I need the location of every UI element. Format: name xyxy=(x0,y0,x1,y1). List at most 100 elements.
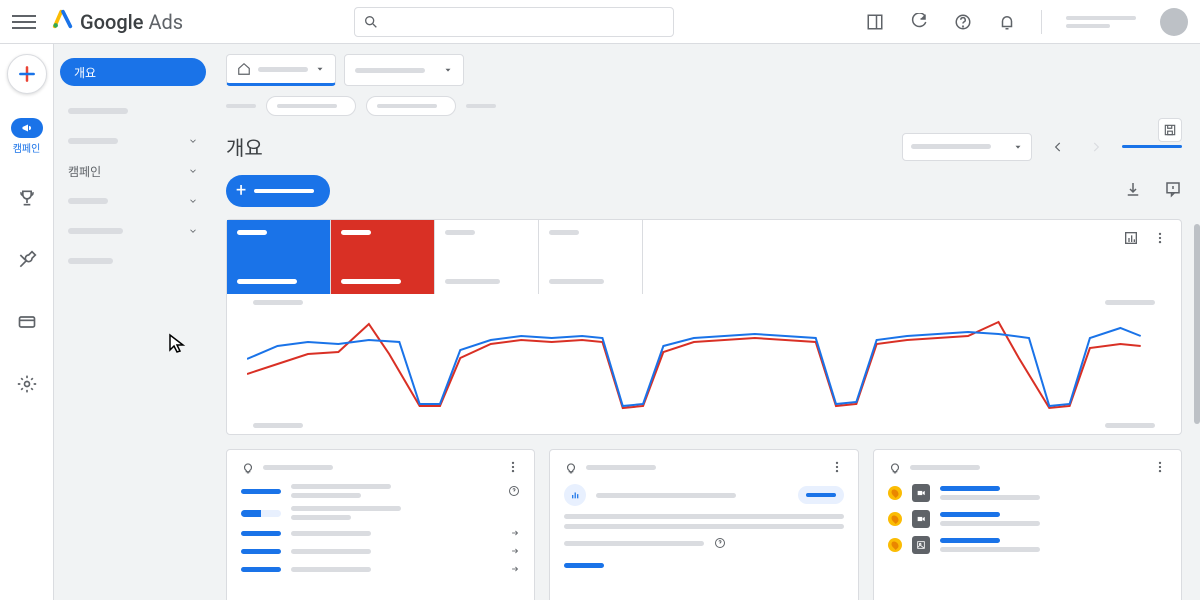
account-selector[interactable] xyxy=(226,54,336,86)
lightbulb-icon xyxy=(564,460,578,474)
help-icon[interactable] xyxy=(953,12,973,32)
status-badge xyxy=(798,486,844,504)
list-item[interactable] xyxy=(241,506,520,520)
account-placeholder xyxy=(1066,16,1136,28)
scrollbar[interactable] xyxy=(1194,224,1200,424)
list-item[interactable] xyxy=(888,484,1167,502)
menu-icon[interactable] xyxy=(12,10,36,34)
line-chart xyxy=(227,294,1181,434)
triangle-down-icon xyxy=(315,64,325,74)
settings-nav[interactable] xyxy=(7,364,47,404)
help-icon[interactable] xyxy=(508,485,520,497)
sidebar-overview-active[interactable]: 개요 xyxy=(60,58,206,86)
filter-chip[interactable] xyxy=(266,96,356,116)
sidebar-item[interactable] xyxy=(54,186,212,216)
metric-tile-2[interactable] xyxy=(331,220,435,294)
button-label-placeholder xyxy=(254,189,314,193)
list-item[interactable] xyxy=(241,564,520,574)
triangle-down-icon xyxy=(1013,142,1023,152)
main-content: 개요 + xyxy=(212,44,1200,600)
sidebar-item[interactable] xyxy=(54,96,212,126)
chart-settings-icon[interactable] xyxy=(1123,230,1139,250)
chevron-down-icon xyxy=(188,136,198,146)
reports-icon[interactable] xyxy=(865,12,885,32)
avatar[interactable] xyxy=(1160,8,1188,36)
more-icon[interactable] xyxy=(1153,460,1167,474)
chevron-down-icon xyxy=(188,166,198,176)
metric-row xyxy=(227,220,1181,294)
filter-chip[interactable] xyxy=(366,96,456,116)
new-campaign-button[interactable]: + xyxy=(226,175,330,207)
image-icon xyxy=(912,536,930,554)
list-item[interactable] xyxy=(241,528,520,538)
lightbulb-icon xyxy=(241,460,255,474)
recommendation-card-1 xyxy=(226,449,535,600)
save-icon[interactable] xyxy=(1158,118,1182,142)
metric-tile-1[interactable] xyxy=(227,220,331,294)
more-icon[interactable] xyxy=(830,460,844,474)
logo-a-icon xyxy=(52,8,74,36)
arrow-right-icon xyxy=(510,528,520,538)
list-item[interactable] xyxy=(241,484,520,498)
video-icon xyxy=(912,510,930,528)
metric-tile-4[interactable] xyxy=(539,220,643,294)
secondary-sidebar: 개요 캠페인 xyxy=(54,44,212,600)
performance-chart-card xyxy=(226,219,1182,435)
goals-nav[interactable] xyxy=(7,178,47,218)
scope-selectors xyxy=(226,54,1182,86)
filter-chip-row xyxy=(226,96,1182,116)
help-icon[interactable] xyxy=(714,537,726,549)
list-item[interactable] xyxy=(241,546,520,556)
insights-icon xyxy=(564,484,586,506)
prev-period-button[interactable] xyxy=(1046,135,1070,159)
tools-nav[interactable] xyxy=(7,240,47,280)
expand-indicator xyxy=(1122,145,1182,148)
more-icon[interactable] xyxy=(506,460,520,474)
campaigns-label: 캠페인 xyxy=(13,140,41,155)
recommendation-card-3 xyxy=(873,449,1182,600)
sidebar-item[interactable] xyxy=(54,216,212,246)
video-icon xyxy=(912,484,930,502)
chevron-down-icon xyxy=(188,226,198,236)
logo-text: Google Ads xyxy=(80,10,183,34)
more-icon[interactable] xyxy=(1153,230,1167,250)
home-icon xyxy=(237,62,251,76)
sidebar-item[interactable] xyxy=(54,246,212,276)
top-header: Google Ads xyxy=(0,0,1200,44)
search-icon xyxy=(363,14,379,30)
fire-icon xyxy=(888,486,902,500)
metric-tile-3[interactable] xyxy=(435,220,539,294)
notifications-icon[interactable] xyxy=(997,12,1017,32)
list-item[interactable] xyxy=(888,536,1167,554)
feedback-icon[interactable] xyxy=(1164,180,1182,202)
list-item[interactable] xyxy=(564,484,843,506)
billing-nav[interactable] xyxy=(7,302,47,342)
search-input[interactable] xyxy=(354,7,674,37)
chevron-down-icon xyxy=(188,196,198,206)
fire-icon xyxy=(888,512,902,526)
arrow-right-icon xyxy=(510,546,520,556)
refresh-icon[interactable] xyxy=(909,12,929,32)
header-actions xyxy=(865,8,1188,36)
page-title: 개요 xyxy=(226,132,263,161)
separator xyxy=(1041,10,1042,34)
action-link[interactable] xyxy=(564,563,604,568)
sidebar-item[interactable] xyxy=(54,126,212,156)
chip-label xyxy=(466,104,496,108)
chip-label xyxy=(226,104,256,108)
recommendation-cards xyxy=(226,449,1182,600)
campaigns-nav[interactable]: 캠페인 xyxy=(7,116,47,156)
title-actions xyxy=(902,133,1182,161)
logo[interactable]: Google Ads xyxy=(52,8,183,36)
list-item[interactable] xyxy=(888,510,1167,528)
download-icon[interactable] xyxy=(1124,180,1142,202)
lightbulb-icon xyxy=(888,460,902,474)
triangle-down-icon xyxy=(443,65,453,75)
create-button[interactable] xyxy=(7,54,47,94)
sidebar-campaign[interactable]: 캠페인 xyxy=(54,156,212,186)
next-period-button[interactable] xyxy=(1084,135,1108,159)
plus-icon: + xyxy=(236,182,246,200)
fire-icon xyxy=(888,538,902,552)
campaign-selector[interactable] xyxy=(344,54,464,86)
date-range-selector[interactable] xyxy=(902,133,1032,161)
